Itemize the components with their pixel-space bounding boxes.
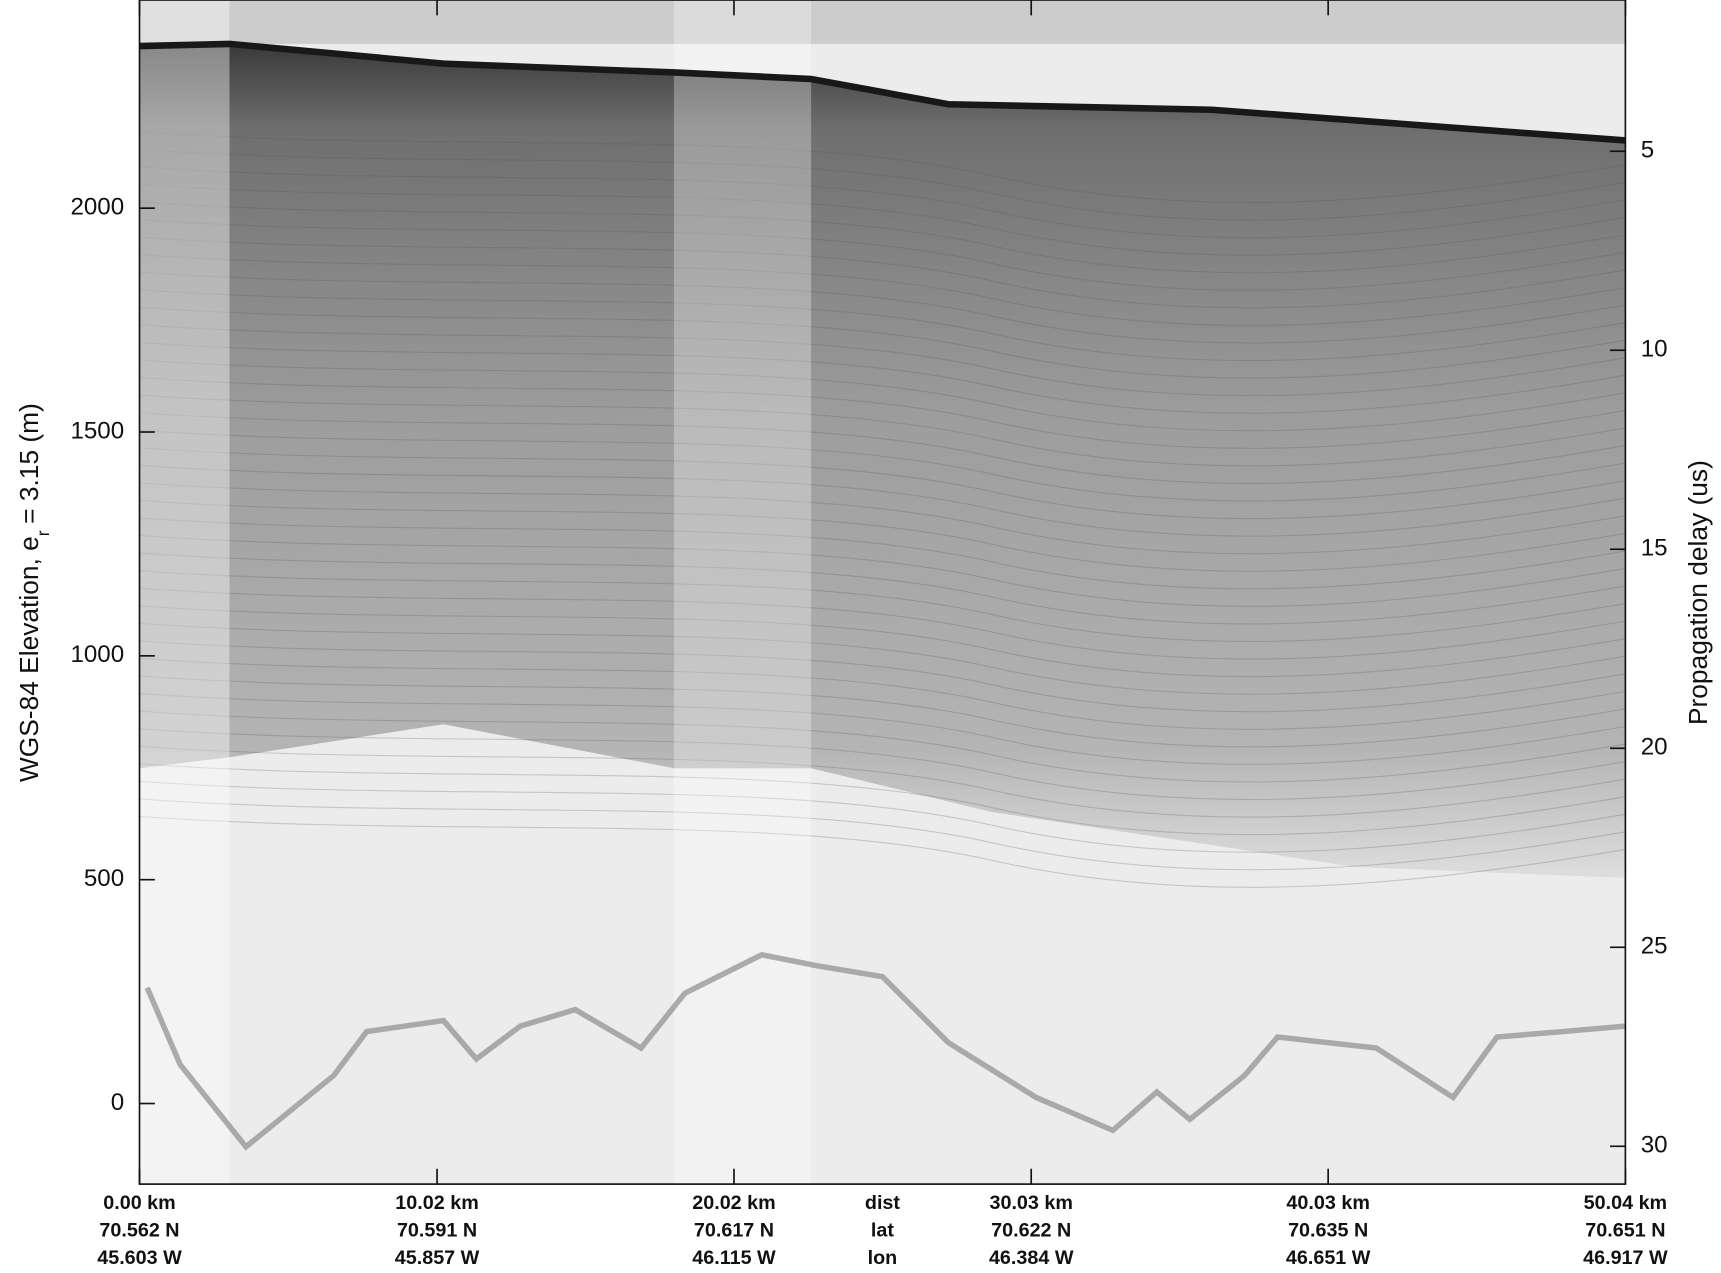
ice-layer [139, 534, 1626, 607]
ice-layer [139, 482, 1626, 555]
ice-layer [139, 587, 1626, 660]
ice-layer [139, 376, 1626, 449]
y-tick-label: 1500 [70, 417, 124, 444]
x-tick-label: 10.02 km [395, 1192, 478, 1214]
ice-layer [139, 517, 1626, 590]
ice-layer [139, 359, 1626, 432]
ice-layer [139, 605, 1626, 678]
ice-layer [139, 201, 1626, 274]
ice-layer [139, 710, 1626, 783]
lon-label: 46.917 W [1583, 1247, 1668, 1269]
ice-layer [139, 183, 1626, 256]
ice-layer [139, 570, 1626, 643]
row-label: lat [871, 1220, 894, 1242]
x-tick-label: 20.02 km [692, 1192, 775, 1214]
ice-layer [139, 131, 1626, 204]
y2-tick-label: 5 [1641, 137, 1654, 164]
ice-layer [139, 306, 1626, 379]
y-tick-label: 2000 [70, 194, 124, 221]
ice-layer [139, 657, 1626, 730]
ice-layer [139, 780, 1626, 853]
ice-layer [139, 728, 1626, 801]
lon-label: 45.603 W [97, 1247, 182, 1269]
lat-label: 70.591 N [397, 1220, 477, 1242]
ice-layer [139, 693, 1626, 765]
ice-layer [139, 412, 1626, 485]
lon-label: 46.115 W [692, 1247, 776, 1269]
ice-layer [139, 148, 1626, 221]
ice-layer [139, 254, 1626, 326]
echogram [139, 0, 1626, 1185]
y-tick-label: 1000 [70, 641, 124, 668]
ice-layer [139, 763, 1626, 836]
lon-label: 45.857 W [395, 1247, 480, 1269]
lat-label: 70.622 N [991, 1220, 1071, 1242]
lon-label: 46.651 W [1286, 1247, 1371, 1269]
y-label-sub: r [33, 530, 53, 536]
ice-layer [139, 341, 1626, 414]
ice-layer [139, 640, 1626, 713]
lat-label: 70.562 N [99, 1220, 179, 1242]
x-tick-label: 40.03 km [1286, 1192, 1369, 1214]
y-label-end: = 3.15 (m) [14, 403, 44, 524]
ice-layer [139, 429, 1626, 502]
lon-label: 46.384 W [989, 1247, 1074, 1269]
ice-layer [139, 271, 1626, 344]
y-tick-label: 500 [84, 865, 124, 892]
x-tick-label: 50.04 km [1584, 1192, 1667, 1214]
ice-layer [139, 236, 1626, 309]
y2-tick-label: 25 [1641, 933, 1668, 960]
ice-layer [139, 675, 1626, 748]
y2-tick-label: 30 [1641, 1132, 1668, 1159]
y2-axis-label: Propagation delay (us) [1683, 460, 1713, 725]
lat-label: 70.635 N [1288, 1220, 1368, 1242]
y-label-main: WGS-84 Elevation, e [14, 536, 44, 782]
ice-layer [139, 218, 1626, 291]
ice-layer [139, 166, 1626, 239]
ice-layer [139, 552, 1626, 625]
ice-layer [139, 499, 1626, 572]
lat-label: 70.651 N [1585, 1220, 1665, 1242]
ice-layer [139, 745, 1626, 818]
x-tick-label: 30.03 km [989, 1192, 1072, 1214]
ice-layer [139, 815, 1626, 888]
lat-label: 70.617 N [694, 1220, 774, 1242]
ice-layer [139, 464, 1626, 537]
y-tick-label: 0 [111, 1089, 124, 1116]
x-tick-label: 0.00 km [103, 1192, 175, 1214]
ice-layer [139, 324, 1626, 397]
y2-tick-label: 10 [1641, 336, 1668, 363]
ice-layer [139, 289, 1626, 362]
ice-layer [139, 798, 1626, 871]
y2-tick-label: 20 [1641, 734, 1668, 761]
ice-layer [139, 622, 1626, 695]
plot-frame [138, 0, 1627, 1185]
ice-layer [139, 447, 1626, 520]
row-label: lon [868, 1247, 898, 1269]
row-label: dist [865, 1192, 901, 1214]
y2-tick-label: 15 [1641, 535, 1668, 562]
y-axis-label: WGS-84 Elevation, er = 3.15 (m) [14, 403, 53, 782]
ice-layer [139, 394, 1626, 467]
